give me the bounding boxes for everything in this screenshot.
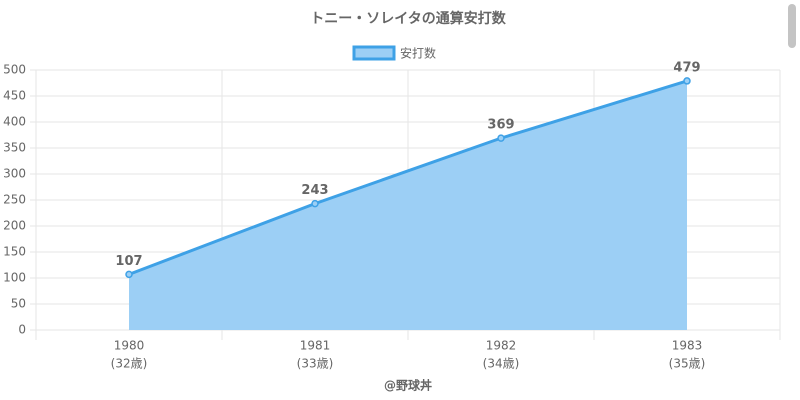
y-tick-label: 150 — [3, 245, 26, 259]
y-tick-label: 0 — [18, 323, 26, 337]
y-tick-label: 450 — [3, 89, 26, 103]
x-tick-label: 1981 — [300, 339, 331, 353]
y-tick-label: 300 — [3, 167, 26, 181]
point — [683, 77, 691, 85]
chart-title: トニー・ソレイタの通算安打数 — [310, 10, 506, 27]
scrollbar[interactable] — [788, 4, 796, 48]
point — [497, 134, 505, 142]
x-tick-label: 1983 — [672, 339, 703, 353]
x-tick-sublabel: (34歳) — [483, 357, 520, 371]
y-tick-label: 50 — [11, 297, 26, 311]
x-tick-label: 1982 — [486, 339, 517, 353]
line — [128, 79, 688, 276]
data-label: 107 — [115, 254, 142, 269]
x-tick-sublabel: (35歳) — [669, 357, 706, 371]
x-tick-label: 1980 — [114, 339, 145, 353]
y-tick-label: 100 — [3, 271, 26, 285]
area — [129, 80, 687, 330]
legend-label: 安打数 — [400, 46, 436, 61]
point — [125, 270, 133, 279]
x-tick-sublabel: (32歳) — [111, 357, 148, 371]
legend-swatch — [352, 45, 396, 61]
y-tick-label: 250 — [3, 193, 26, 207]
y-tick-label: 350 — [3, 141, 26, 155]
data-label: 369 — [487, 118, 514, 133]
y-tick-label: 500 — [3, 63, 26, 77]
x-tick-sublabel: (33歳) — [297, 357, 334, 371]
x-axis-title: @野球丼 — [384, 378, 432, 393]
point — [311, 199, 319, 208]
data-label: 243 — [301, 183, 328, 198]
y-tick-label: 400 — [3, 115, 26, 129]
y-tick-label: 200 — [3, 219, 26, 233]
data-label: 479 — [673, 60, 700, 75]
